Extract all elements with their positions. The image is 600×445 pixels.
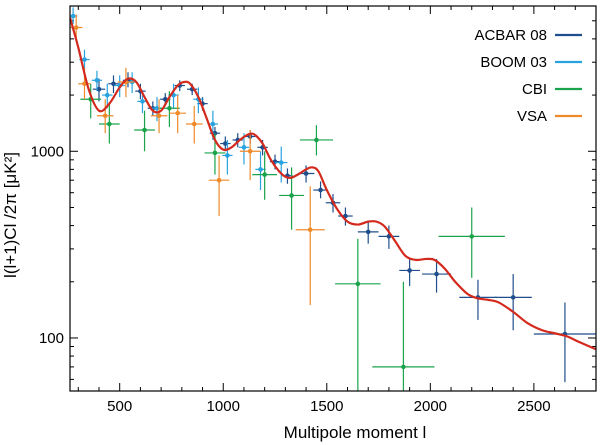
- x-tick-label: 1000: [207, 398, 240, 415]
- data-point: [210, 121, 216, 127]
- y-tick-label: 1000: [31, 143, 64, 160]
- data-point: [212, 150, 218, 156]
- x-tick-label: 2000: [414, 398, 447, 415]
- data-point: [223, 141, 228, 146]
- plot-frame: [69, 5, 597, 392]
- tick-marks: [70, 5, 597, 391]
- data-point: [365, 229, 371, 235]
- data-point: [96, 86, 102, 92]
- data-point: [314, 137, 319, 143]
- legend: ACBAR 08 BOOM 03 CBI VSA: [474, 27, 582, 125]
- data-point: [434, 271, 439, 277]
- model-curve: [70, 17, 596, 351]
- x-tick-label: 1500: [310, 398, 343, 415]
- data-point: [111, 81, 116, 87]
- data-point: [140, 99, 145, 104]
- legend-label: BOOM 03: [480, 54, 547, 71]
- data-point: [407, 268, 412, 273]
- x-tick-label: 2500: [517, 398, 550, 415]
- series-acbar-08: [92, 72, 596, 383]
- x-tick-label: 500: [107, 398, 132, 415]
- data-point: [401, 364, 406, 370]
- legend-label: ACBAR 08: [474, 27, 547, 44]
- data-points: [70, 7, 596, 391]
- data-point: [278, 160, 284, 165]
- data-point: [102, 113, 108, 119]
- data-point: [289, 193, 294, 198]
- data-point: [142, 127, 147, 133]
- data-point: [355, 281, 361, 287]
- model-curve-layer: [70, 17, 596, 351]
- series-vsa: [70, 14, 325, 306]
- y-tick-label: 100: [39, 330, 64, 347]
- data-point: [247, 148, 253, 154]
- data-point: [175, 110, 180, 116]
- y-tick-labels: 100 1000: [31, 143, 64, 347]
- data-point: [154, 105, 160, 111]
- legend-label: CBI: [522, 81, 547, 98]
- data-point: [303, 171, 309, 176]
- x-axis-title: Multipole moment l: [284, 423, 427, 442]
- data-point: [216, 177, 222, 183]
- legend-label: VSA: [517, 108, 547, 125]
- data-point: [167, 105, 172, 111]
- data-point: [318, 187, 323, 193]
- data-point: [82, 57, 87, 62]
- data-point: [104, 92, 110, 98]
- y-axis-title: l(l+1)Cl /2π [μK²]: [1, 152, 20, 278]
- data-point: [258, 167, 263, 172]
- data-point: [107, 121, 112, 127]
- data-point: [469, 234, 475, 239]
- data-point: [262, 172, 267, 177]
- data-point: [94, 77, 100, 83]
- data-point: [73, 25, 79, 30]
- data-point: [156, 113, 162, 119]
- data-point: [241, 145, 247, 150]
- x-tick-labels: 500 1000 1500 2000 2500: [107, 398, 550, 415]
- data-point: [191, 121, 197, 127]
- data-point: [225, 153, 230, 158]
- data-point: [70, 13, 76, 19]
- data-point: [510, 295, 516, 300]
- data-point: [307, 227, 313, 233]
